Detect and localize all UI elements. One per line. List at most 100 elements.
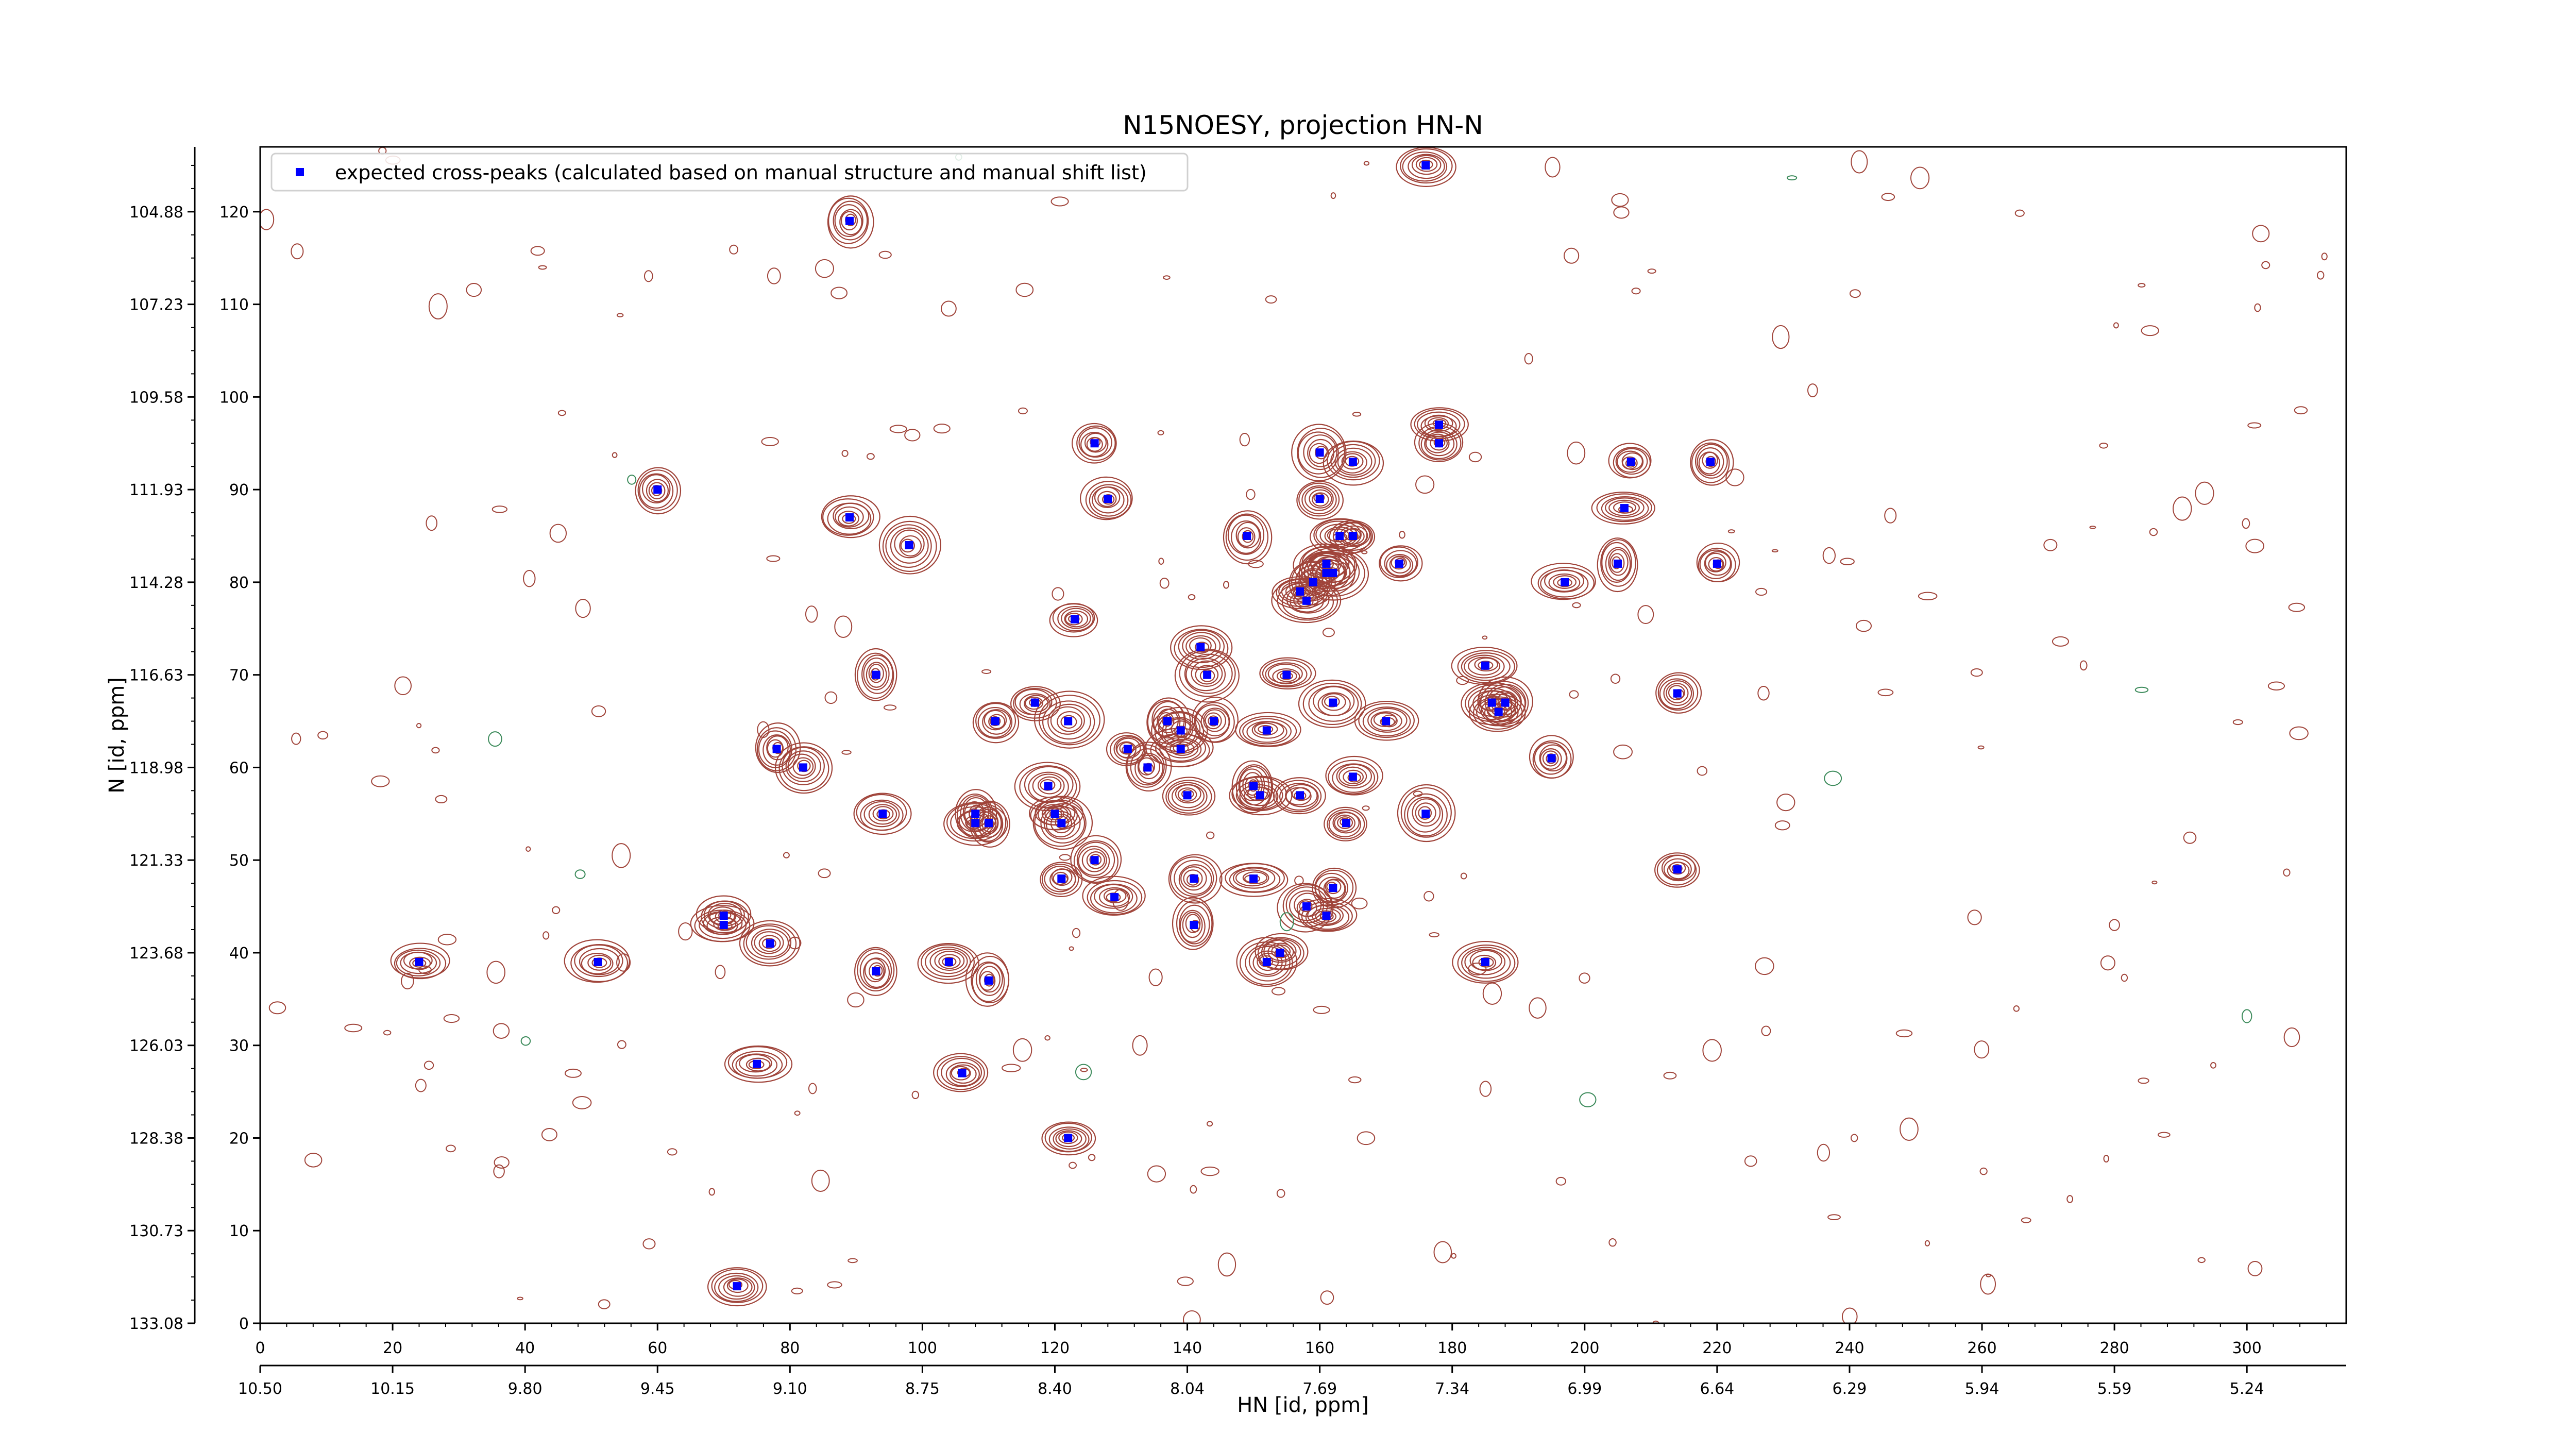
contour-ring [1291,787,1311,801]
cross-peak-marker [845,513,854,522]
cross-peak-marker [1348,772,1357,781]
noise-contour [616,313,624,317]
contour-ring [868,664,884,683]
noise-contour [1206,831,1215,839]
legend-marker [296,168,304,176]
noise-contour [418,965,432,974]
noise-contour [598,1299,611,1309]
contour-ring [1621,456,1638,470]
noise-contour [667,1148,677,1156]
contour-ring [1236,937,1298,987]
contour-ring [1172,897,1214,950]
x-index-tick-label: 140 [1173,1339,1202,1357]
y-ppm-tick-label: 130.73 [129,1222,183,1240]
noise-contour [794,1110,801,1116]
cross-peak-marker [1057,819,1066,828]
noise-contour [2267,681,2285,690]
cross-peak-marker [1256,791,1264,800]
contour-ring [943,802,1008,846]
cross-peak-marker [1262,957,1271,966]
contour-ring [868,804,897,825]
contour-ring [1480,681,1529,725]
noise-contour [1563,247,1580,264]
contour-ring [1534,742,1568,775]
contour-ring [1138,757,1156,776]
contour-ring [1609,553,1625,573]
contour-ring [1601,496,1649,521]
x-ppm-tick-label: 8.40 [1038,1380,1072,1398]
cross-peak-marker [1302,902,1311,911]
cross-peak-marker [878,810,887,818]
x-ppm-tick-label: 7.34 [1435,1380,1469,1398]
contour-ring [1296,899,1317,917]
cross-peak-marker [1190,921,1198,930]
contour-ring [1076,841,1115,878]
noise-contour [818,868,831,879]
noise-contour [1069,1161,1077,1169]
contour-ring [1094,486,1121,509]
cross-peak-marker [415,957,423,966]
contour-ring [1663,680,1692,706]
contour-ring [1298,482,1340,517]
y-ppm-tick-label: 121.33 [129,852,183,870]
contour-ring [1666,683,1689,703]
contour-ring [1548,573,1581,592]
noise-contour [2247,1260,2263,1276]
noise-contour [1399,531,1405,539]
noise-contour [291,732,301,745]
x-ppm-tick-label: 8.75 [905,1380,940,1398]
noise-contour [911,1090,920,1100]
contour-ring [835,506,864,528]
contour-ring [833,502,870,530]
contour-ring [833,200,868,241]
contour-ring [1203,709,1227,732]
contour-ring [1040,862,1083,897]
cross-peak-marker [1064,717,1073,726]
noise-contour [1276,1189,1285,1198]
contour-ring [951,1066,971,1081]
contour-ring [1298,898,1358,932]
noise-contour [1850,1134,1858,1142]
noise-contour [1363,161,1370,166]
contour-ring [1694,444,1728,479]
noise-contour [431,747,440,754]
noise-contour [2121,973,2128,982]
contour-ring [754,931,784,954]
y-index-tick-label: 0 [239,1315,249,1333]
contour-ring [1235,521,1260,549]
contour-ring [394,948,447,980]
noise-contour [2283,868,2291,877]
y-axis-label: N [id, ppm] [105,677,129,794]
legend-label: expected cross-peaks (calculated based o… [335,161,1147,184]
cross-peak-marker [1315,448,1324,457]
contour-ring [1324,696,1340,707]
noise-contour [878,250,892,259]
noise-contour [493,1023,510,1039]
cross-peak-marker [1190,874,1198,883]
contour-ring [1373,712,1397,727]
contour-ring [635,467,682,515]
x-ppm-tick-label: 6.64 [1700,1380,1734,1398]
noise-contour [2100,955,2115,971]
contour-ring [1336,764,1372,789]
contour-ring [869,962,885,981]
noise-contour [2052,636,2069,647]
noise-contour [1613,206,1630,219]
noise-contour [1977,745,1985,750]
cross-peak-marker [1243,532,1251,541]
contour-ring [1302,682,1362,726]
noise-contour [574,869,586,879]
noise-contour [415,1079,427,1092]
contour-ring [1608,549,1629,576]
contour-ring [1315,910,1337,923]
x-index-tick-label: 40 [515,1339,535,1357]
noise-contour [1223,581,1229,589]
cross-peak-marker [1249,874,1258,883]
noise-contour [2151,880,2158,885]
noise-contour [2252,225,2270,243]
contour-ring [1134,753,1163,784]
contour-ring [1242,871,1268,884]
noise-contour [847,992,865,1008]
contour-ring [1615,448,1648,475]
noise-contour [1052,587,1064,601]
